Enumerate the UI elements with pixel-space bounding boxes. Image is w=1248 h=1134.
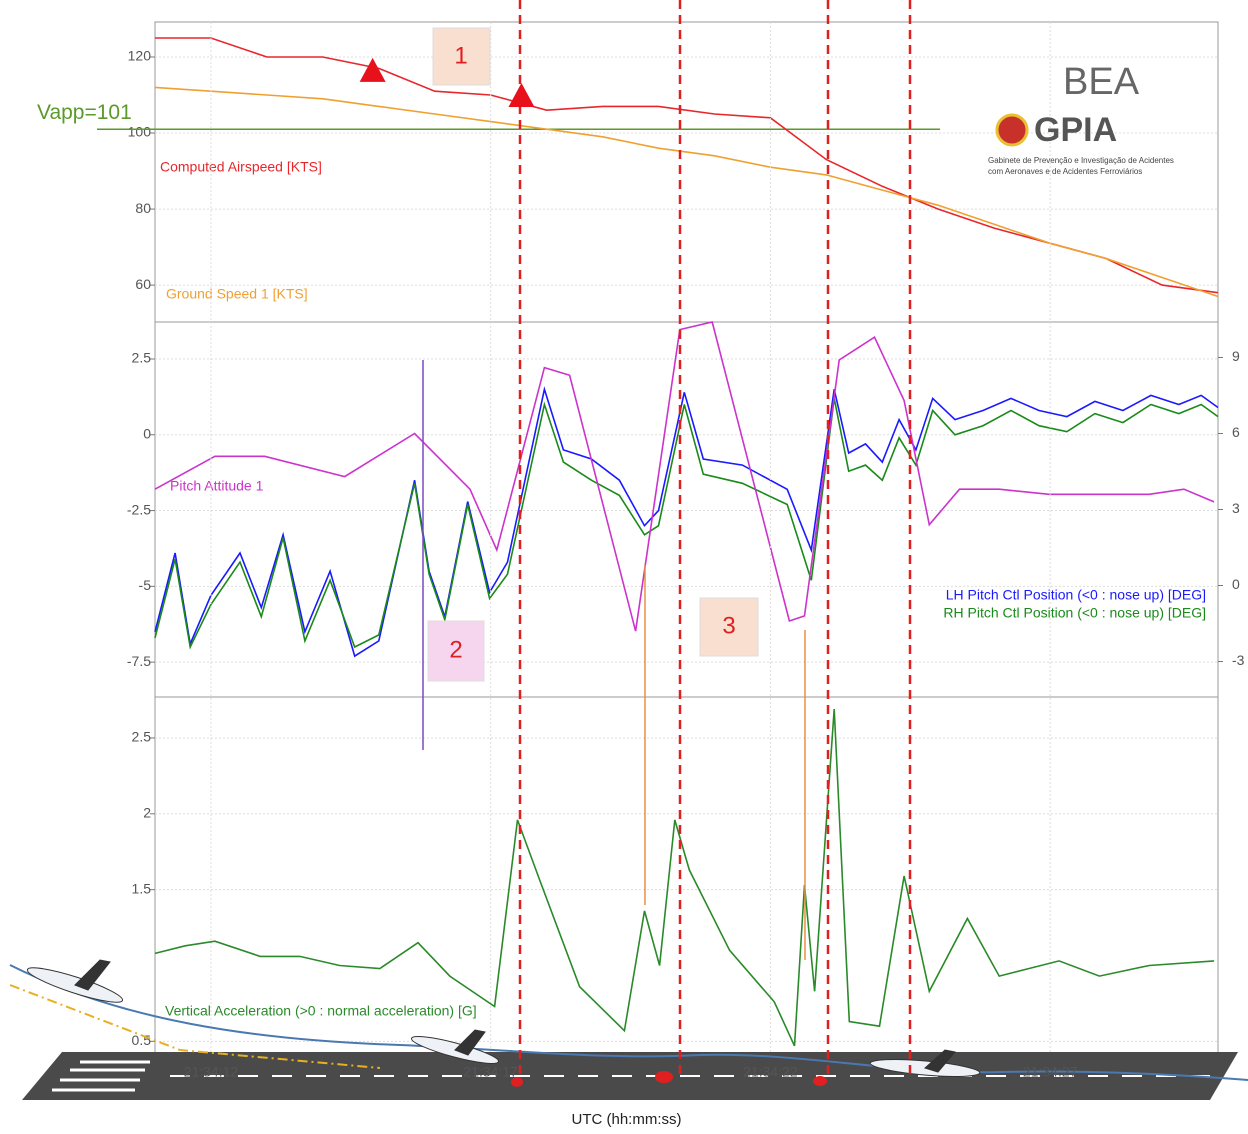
series-line — [155, 322, 1214, 631]
x-tick-label: 21:34:12 — [184, 1064, 239, 1080]
annotation: 1 — [454, 42, 467, 69]
y-tick-label: -2.5 — [127, 501, 151, 517]
y-tick-label: 100 — [128, 124, 152, 140]
event-lines — [520, 0, 910, 1080]
annotation: 3 — [722, 612, 735, 639]
y2-tick-label: 6 — [1232, 424, 1240, 440]
y-tick-label: -7.5 — [127, 653, 151, 669]
series-label: Pitch Attitude 1 — [170, 478, 264, 494]
plot-frame — [155, 322, 1218, 697]
y-tick-label: 0 — [143, 425, 151, 441]
series-label: LH Pitch Ctl Position (<0 : nose up) [DE… — [946, 587, 1206, 603]
event-marker — [508, 83, 534, 107]
annotation: 2 — [449, 636, 462, 663]
series-label: Ground Speed 1 [KTS] — [166, 286, 308, 302]
x-tick-label: 21:34:27 — [1023, 1064, 1078, 1080]
y-tick-label: 60 — [135, 276, 151, 292]
logo-caption: Gabinete de Prevenção e Investigação de … — [988, 156, 1174, 165]
reference-label: Vapp=101 — [37, 101, 132, 124]
series-label: RH Pitch Ctl Position (<0 : nose up) [DE… — [943, 605, 1206, 621]
y2-tick-label: 3 — [1232, 500, 1240, 516]
chart: 6080100120Vapp=101Computed Airspeed [KTS… — [0, 0, 1248, 1129]
y-tick-label: 120 — [128, 48, 152, 64]
logo-caption: com Aeronaves e de Acidentes Ferroviário… — [988, 167, 1142, 176]
y2-tick-label: -3 — [1232, 652, 1245, 668]
y2-tick-label: 9 — [1232, 348, 1240, 364]
logo-bea: BEA — [1063, 61, 1140, 103]
plot-frame — [155, 697, 1218, 1055]
y-tick-label: -5 — [139, 577, 152, 593]
series-label: Computed Airspeed [KTS] — [160, 159, 322, 175]
x-tick-label: 21:34:22 — [743, 1064, 798, 1080]
y-tick-label: 2.5 — [132, 729, 152, 745]
y-tick-label: 1.5 — [132, 880, 152, 896]
y-tick-label: 2 — [143, 805, 151, 821]
x-axis-title: UTC (hh:mm:ss) — [572, 1111, 682, 1128]
logo-emblem — [997, 115, 1027, 145]
y2-tick-label: 0 — [1232, 576, 1240, 592]
series-label: Vertical Acceleration (>0 : normal accel… — [165, 1003, 477, 1019]
logo-gpia: GPIA — [1034, 111, 1117, 149]
y-tick-label: 80 — [135, 200, 151, 216]
page: {"chart_data": [ {"type": "line", "xlim"… — [0, 0, 1248, 1129]
series-line — [155, 709, 1214, 1046]
x-tick-label: 21:34:17 — [463, 1064, 518, 1080]
y-tick-label: 2.5 — [132, 350, 152, 366]
